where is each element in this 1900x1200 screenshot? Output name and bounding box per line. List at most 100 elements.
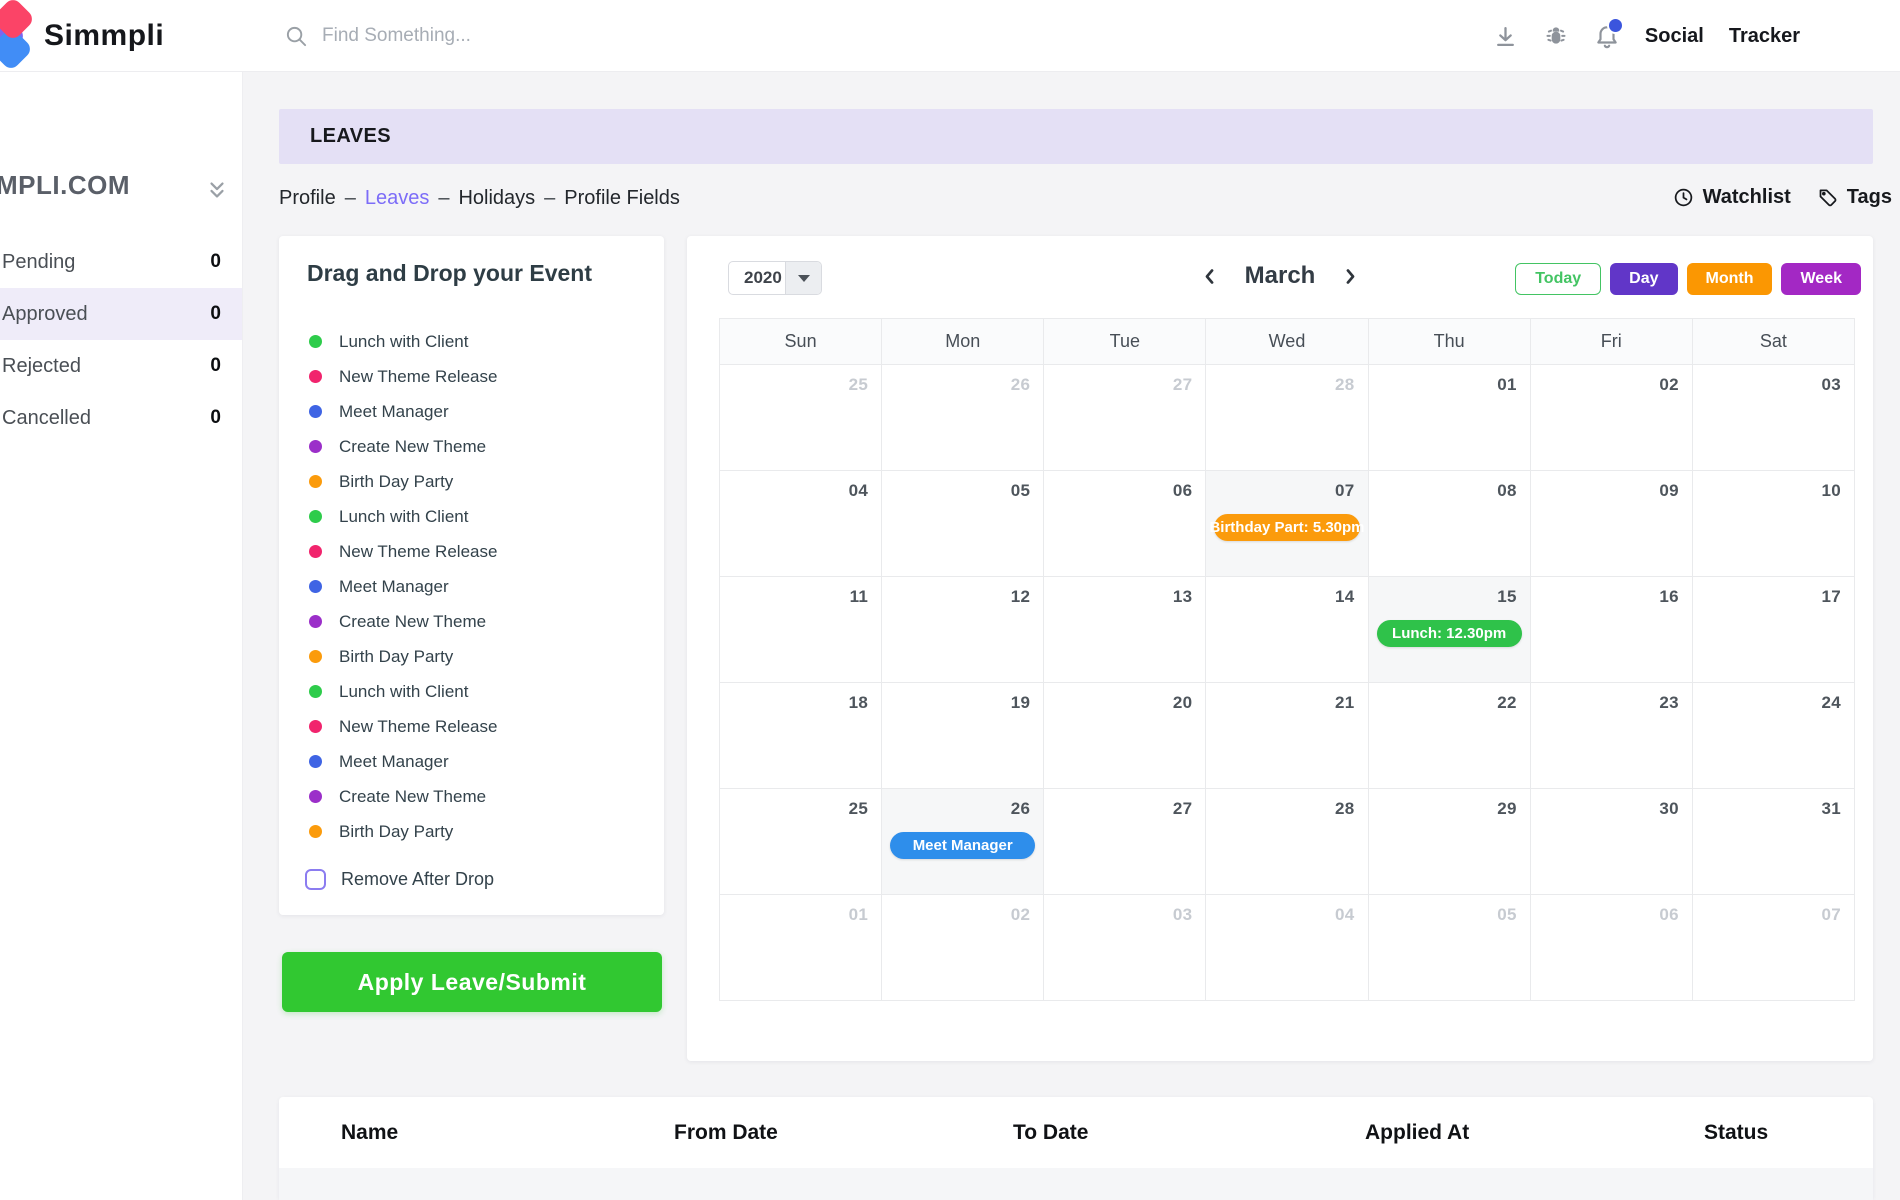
drag-event-birth-day-party[interactable]: Birth Day Party <box>279 814 664 849</box>
calendar-cell-03[interactable]: 03 <box>1044 895 1207 1001</box>
sidebar-item-label: Pending <box>2 250 76 273</box>
calendar-cell-30[interactable]: 30 <box>1530 789 1693 895</box>
bell-icon[interactable] <box>1594 17 1624 49</box>
drag-event-meet-manager[interactable]: Meet Manager <box>279 744 664 779</box>
drag-event-create-new-theme[interactable]: Create New Theme <box>279 604 664 639</box>
calendar-event-birthday-part-530pm[interactable]: Birthday Part: 5.30pm <box>1209 514 1365 541</box>
drag-event-label: Meet Manager <box>339 576 449 596</box>
calendar-cell-08[interactable]: 08 <box>1368 471 1531 577</box>
calendar-cell-22[interactable]: 22 <box>1368 683 1531 789</box>
sidebar-item-pending[interactable]: Pending 0 <box>0 236 242 288</box>
drag-event-new-theme-release[interactable]: New Theme Release <box>279 709 664 744</box>
calendar-cell-24[interactable]: 24 <box>1692 683 1855 789</box>
calendar-cell-03[interactable]: 03 <box>1692 365 1855 471</box>
calendar-cell-14[interactable]: 14 <box>1206 577 1369 683</box>
drag-event-label: Birth Day Party <box>339 821 454 841</box>
calendar-cell-18[interactable]: 18 <box>720 683 883 789</box>
drag-event-meet-manager[interactable]: Meet Manager <box>279 569 664 604</box>
drag-event-meet-manager[interactable]: Meet Manager <box>279 394 664 429</box>
calendar-cell-09[interactable]: 09 <box>1530 471 1693 577</box>
calendar-cell-31[interactable]: 31 <box>1692 789 1855 895</box>
calendar-cell-06[interactable]: 06 <box>1044 471 1207 577</box>
calendar-cell-25[interactable]: 25 <box>720 365 883 471</box>
event-color-dot <box>309 545 322 558</box>
calendar-cell-28[interactable]: 28 <box>1206 365 1369 471</box>
drag-event-birth-day-party[interactable]: Birth Day Party <box>279 464 664 499</box>
calendar-cell-25[interactable]: 25 <box>720 789 883 895</box>
calendar-event-lunch-1230pm[interactable]: Lunch: 12.30pm <box>1376 620 1522 647</box>
chevron-double-down-icon[interactable] <box>206 177 228 203</box>
calendar-cell-02[interactable]: 02 <box>882 895 1045 1001</box>
sidebar-item-cancelled[interactable]: Cancelled 0 <box>0 392 242 444</box>
breadcrumb-item-leaves[interactable]: Leaves <box>364 187 430 209</box>
calendar-event-meet-manager[interactable]: Meet Manager <box>890 832 1036 859</box>
drag-event-lunch-with-client[interactable]: Lunch with Client <box>279 324 664 359</box>
drag-event-new-theme-release[interactable]: New Theme Release <box>279 359 664 394</box>
view-button-month[interactable]: Month <box>1686 263 1773 295</box>
caret-down-icon <box>785 262 821 294</box>
social-link[interactable]: Social <box>1644 24 1704 47</box>
bug-icon[interactable] <box>1543 23 1569 49</box>
calendar-cell-23[interactable]: 23 <box>1530 683 1693 789</box>
month-navigation: March <box>687 262 1873 290</box>
calendar-cell-27[interactable]: 27 <box>1044 365 1207 471</box>
calendar-cell-17[interactable]: 17 <box>1692 577 1855 683</box>
calendar-cell-04[interactable]: 04 <box>720 471 883 577</box>
drag-event-new-theme-release[interactable]: New Theme Release <box>279 534 664 569</box>
next-month-button[interactable] <box>1343 268 1358 285</box>
sidebar-item-label: Cancelled <box>2 406 91 429</box>
calendar-date: 17 <box>1821 587 1841 606</box>
sidebar-item-rejected[interactable]: Rejected 0 <box>0 340 242 392</box>
view-button-week[interactable]: Week <box>1781 263 1861 295</box>
drag-event-birth-day-party[interactable]: Birth Day Party <box>279 639 664 674</box>
calendar-cell-20[interactable]: 20 <box>1044 683 1207 789</box>
tracker-link[interactable]: Tracker <box>1728 24 1800 47</box>
calendar-date: 03 <box>1172 905 1193 924</box>
calendar-cell-26[interactable]: 26 Meet Manager <box>882 789 1045 895</box>
sidebar-item-approved[interactable]: Approved 0 <box>0 288 242 340</box>
calendar-cell-05[interactable]: 05 <box>1368 895 1531 1001</box>
calendar-cell-11[interactable]: 11 <box>720 577 883 683</box>
calendar-cell-29[interactable]: 29 <box>1368 789 1531 895</box>
prev-month-button[interactable] <box>1202 268 1217 285</box>
breadcrumb-separator: – <box>344 187 356 209</box>
notification-dot <box>1606 17 1624 34</box>
calendar-cell-15[interactable]: 15 Lunch: 12.30pm <box>1368 577 1531 683</box>
calendar-cell-28[interactable]: 28 <box>1206 789 1369 895</box>
calendar-cell-12[interactable]: 12 <box>882 577 1045 683</box>
calendar-cell-07[interactable]: 07 <box>1692 895 1855 1001</box>
breadcrumb-item-holidays[interactable]: Holidays <box>458 187 536 209</box>
calendar-cell-10[interactable]: 10 <box>1692 471 1855 577</box>
calendar-cell-13[interactable]: 13 <box>1044 577 1207 683</box>
calendar-cell-26[interactable]: 26 <box>882 365 1045 471</box>
table-header-from-date: From Date <box>674 1120 778 1144</box>
calendar-cell-06[interactable]: 06 <box>1530 895 1693 1001</box>
calendar-cell-21[interactable]: 21 <box>1206 683 1369 789</box>
calendar-cell-19[interactable]: 19 <box>882 683 1045 789</box>
calendar-cell-16[interactable]: 16 <box>1530 577 1693 683</box>
calendar-cell-01[interactable]: 01 <box>1368 365 1531 471</box>
calendar-cell-02[interactable]: 02 <box>1530 365 1693 471</box>
tags-button[interactable]: Tags <box>1817 186 1892 209</box>
drag-event-lunch-with-client[interactable]: Lunch with Client <box>279 674 664 709</box>
watchlist-button[interactable]: Watchlist <box>1673 186 1791 209</box>
calendar-date: 05 <box>1497 905 1517 924</box>
drag-event-lunch-with-client[interactable]: Lunch with Client <box>279 499 664 534</box>
calendar-date: 06 <box>1172 481 1193 500</box>
calendar-cell-04[interactable]: 04 <box>1206 895 1369 1001</box>
calendar-cell-01[interactable]: 01 <box>720 895 883 1001</box>
search-input[interactable] <box>322 25 742 47</box>
breadcrumb-item-profile-fields[interactable]: Profile Fields <box>564 187 680 209</box>
apply-leave-submit-button[interactable]: Apply Leave/Submit <box>282 952 662 1012</box>
year-select[interactable]: 2020 <box>728 261 822 295</box>
calendar-cell-27[interactable]: 27 <box>1044 789 1207 895</box>
calendar-cell-07[interactable]: 07 Birthday Part: 5.30pm <box>1206 471 1369 577</box>
calendar-cell-05[interactable]: 05 <box>882 471 1045 577</box>
view-button-day[interactable]: Day <box>1610 263 1678 295</box>
drag-event-create-new-theme[interactable]: Create New Theme <box>279 429 664 464</box>
drag-event-create-new-theme[interactable]: Create New Theme <box>279 779 664 814</box>
breadcrumb-item-profile[interactable]: Profile <box>279 187 336 209</box>
remove-after-drop-checkbox[interactable] <box>305 869 326 890</box>
view-button-today[interactable]: Today <box>1515 263 1602 295</box>
download-icon[interactable] <box>1493 24 1518 49</box>
